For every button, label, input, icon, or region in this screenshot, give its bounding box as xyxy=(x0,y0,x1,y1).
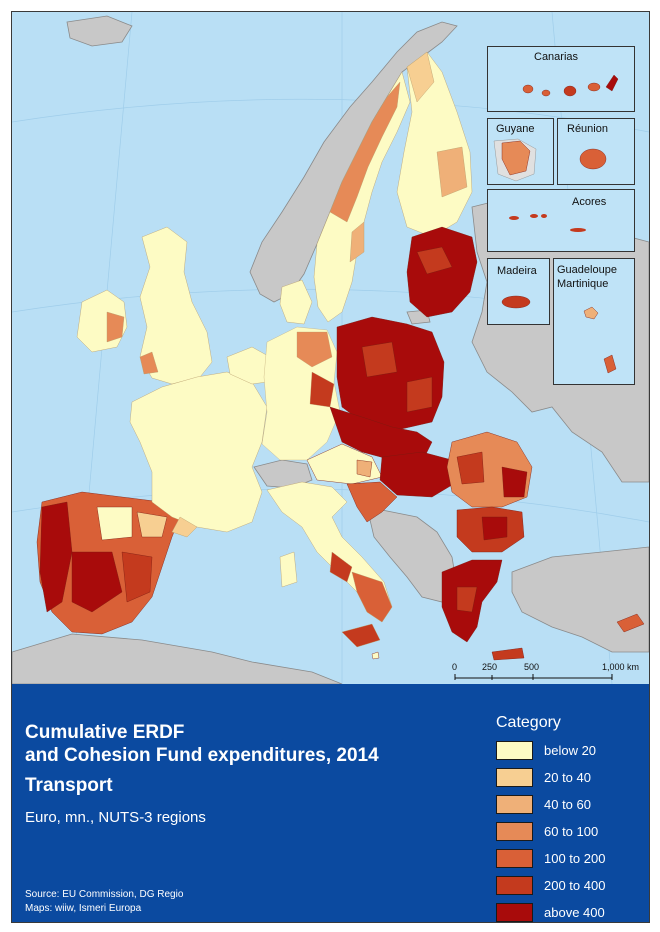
madeira-island xyxy=(501,295,531,309)
map-frame: Canarias Guyane Réunion Acores M xyxy=(11,11,650,923)
sweden xyxy=(313,71,411,323)
inset-guyane: Guyane xyxy=(487,118,554,185)
bulgaria xyxy=(456,506,525,553)
ireland xyxy=(76,289,128,353)
scale-tick: 0 xyxy=(452,662,458,672)
scale-tick: 250 xyxy=(482,662,498,672)
inset-label: Guadeloupe xyxy=(557,264,617,276)
acores-islands xyxy=(509,214,586,232)
legend-label: 100 to 200 xyxy=(544,851,606,866)
germany xyxy=(261,326,341,461)
inset-label: Guyane xyxy=(496,123,535,135)
legend-label: 200 to 400 xyxy=(544,878,606,893)
malta xyxy=(371,651,380,660)
legend-label: 40 to 60 xyxy=(544,797,591,812)
united-kingdom xyxy=(139,226,213,385)
legend-swatch xyxy=(496,795,533,814)
inset-canarias: Canarias xyxy=(487,46,635,112)
inset-label: Réunion xyxy=(567,123,608,135)
legend-swatch xyxy=(496,876,533,895)
greece xyxy=(441,559,525,661)
slovenia-croatia xyxy=(346,481,398,523)
iberia xyxy=(36,491,181,635)
scale-tick: 1,000 km xyxy=(602,662,640,672)
inset-label: Acores xyxy=(572,196,607,208)
legend-label: below 20 xyxy=(544,743,597,758)
poland xyxy=(336,316,445,431)
legend-label: above 400 xyxy=(544,905,605,920)
legend-swatch xyxy=(496,768,533,787)
romania xyxy=(446,431,533,508)
map-title-line2: and Cohesion Fund expenditures, 2014 xyxy=(25,745,379,766)
map-subtitle: Euro, mn., NUTS-3 regions xyxy=(25,809,206,826)
map-title-line1: Cumulative ERDF xyxy=(25,722,185,743)
cyprus xyxy=(616,613,645,633)
guadeloupe-martinique-islands xyxy=(583,306,617,374)
reunion-island xyxy=(579,148,607,170)
legend-swatch xyxy=(496,903,533,922)
central-europe xyxy=(306,406,433,485)
inset-label: Canarias xyxy=(534,51,579,63)
legend-swatch xyxy=(496,741,533,760)
source-line: Source: EU Commission, DG Regio xyxy=(25,889,184,900)
denmark xyxy=(279,279,313,325)
legend-label: 20 to 40 xyxy=(544,770,591,785)
legend-swatch xyxy=(496,849,533,868)
maps-credit-line: Maps: wiiw, Ismeri Europa xyxy=(25,903,142,914)
hungary xyxy=(379,451,458,498)
scale-bar-line xyxy=(454,674,613,680)
france xyxy=(129,371,268,538)
inset-label: Madeira xyxy=(497,265,537,277)
inset-acores: Acores xyxy=(487,189,635,252)
scale-tick: 500 xyxy=(524,662,540,672)
scale-bar: 0 250 500 1,000 km xyxy=(452,660,642,684)
finland xyxy=(396,51,473,238)
inset-madeira: Madeira xyxy=(487,258,550,325)
inset-reunion: Réunion xyxy=(557,118,635,185)
italy xyxy=(266,481,393,648)
legend-title: Category xyxy=(496,714,561,731)
inset-guadeloupe-martinique: Guadeloupe Martinique xyxy=(553,258,635,385)
legend-label: 60 to 100 xyxy=(544,824,599,839)
canarias-islands xyxy=(522,74,619,97)
guyane-region xyxy=(493,138,537,182)
info-panel: Cumulative ERDF and Cohesion Fund expend… xyxy=(12,684,649,922)
map-title-line3: Transport xyxy=(25,775,113,796)
inset-label: Martinique xyxy=(557,278,609,290)
baltic-states xyxy=(406,226,478,318)
legend-swatch xyxy=(496,822,533,841)
